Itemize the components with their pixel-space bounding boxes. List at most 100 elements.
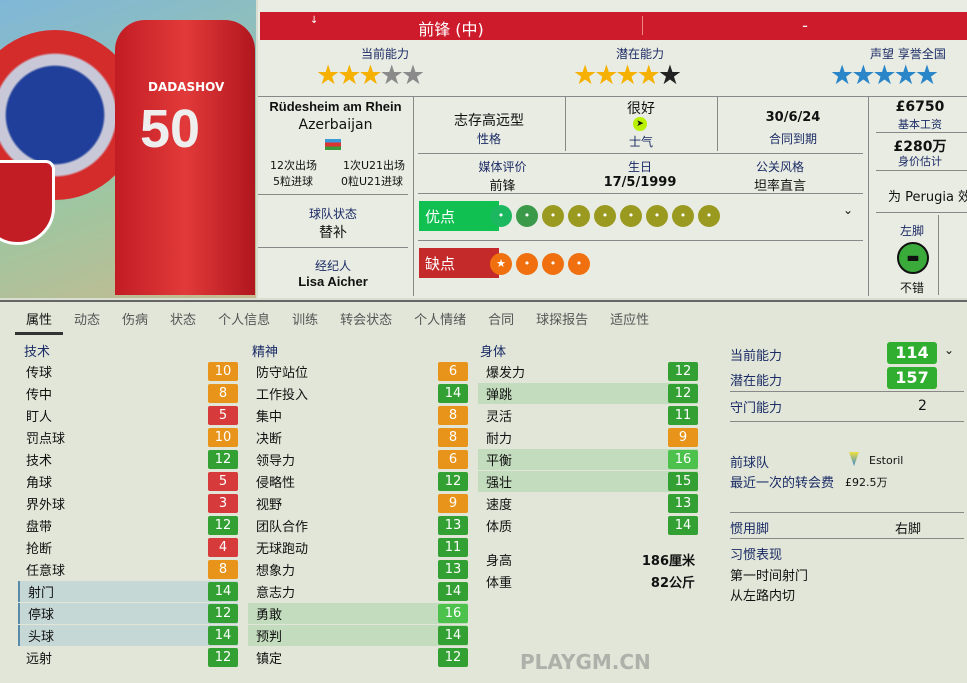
attribute-row[interactable]: 决断 8 <box>248 427 468 448</box>
attribute-row[interactable]: 传中 8 <box>18 383 238 404</box>
pr-style-label: 公关风格 <box>755 160 804 174</box>
attribute-row[interactable]: 强壮 15 <box>478 471 698 492</box>
attribute-value: 6 <box>438 362 468 381</box>
handshake-icon[interactable]: • <box>516 253 538 275</box>
attribute-name: 罚点球 <box>26 432 66 447</box>
attribute-name: 无球跑动 <box>256 542 309 557</box>
agent-name[interactable]: Lisa Aicher <box>298 274 368 289</box>
club-line[interactable]: 为 Perugia 效力 <box>888 190 967 205</box>
weight-label: 体重 <box>486 576 513 591</box>
attribute-row[interactable]: 镇定 12 <box>248 647 468 668</box>
head-icon[interactable]: • <box>542 253 564 275</box>
defence-icon[interactable]: • <box>516 205 538 227</box>
attribute-row[interactable]: 速度 13 <box>478 493 698 514</box>
flask-icon[interactable]: • <box>568 253 590 275</box>
attribute-value: 13 <box>438 516 468 535</box>
arrow-down-icon[interactable]: ↓ <box>310 15 319 26</box>
attribute-row[interactable]: 侵略性 12 <box>248 471 468 492</box>
attribute-row[interactable]: 停球 12 <box>18 603 238 624</box>
attribute-value: 12 <box>438 648 468 667</box>
tab-9[interactable]: 球探报告 <box>536 313 589 328</box>
media-description: 前锋 <box>489 179 516 194</box>
tab-7[interactable]: 个人情绪 <box>414 313 467 328</box>
attribute-value: 4 <box>208 538 238 557</box>
tab-5[interactable]: 训练 <box>292 313 319 328</box>
attribute-value: 8 <box>208 384 238 403</box>
birthday-label: 生日 <box>627 160 652 174</box>
pref-foot: 右脚 <box>895 522 922 537</box>
birthplace: Rüdesheim am Rhein <box>269 99 402 114</box>
attribute-value: 8 <box>438 406 468 425</box>
attribute-row[interactable]: 头球 14 <box>18 625 238 646</box>
link-icon[interactable]: • <box>594 205 616 227</box>
height-label: 身高 <box>486 554 513 569</box>
strengths-icons: • • • • • • • • • <box>490 205 724 227</box>
attribute-row[interactable]: 远射 12 <box>18 647 238 668</box>
flag-icon[interactable]: • <box>620 205 642 227</box>
nationality[interactable]: Azerbaijan <box>298 117 373 133</box>
progress-icon[interactable]: • <box>542 205 564 227</box>
estoril-crest-icon <box>849 452 859 466</box>
gk-value: 2 <box>918 398 927 414</box>
attribute-row[interactable]: 弹跳 12 <box>478 383 698 404</box>
media-label: 媒体评价 <box>478 160 527 174</box>
tab-2[interactable]: 伤病 <box>122 313 149 328</box>
attribute-row[interactable]: 爆发力 12 <box>478 361 698 382</box>
attribute-row[interactable]: 盘带 12 <box>18 515 238 536</box>
attribute-row[interactable]: 勇敢 16 <box>248 603 468 624</box>
attribute-row[interactable]: 盯人 5 <box>18 405 238 426</box>
attribute-row[interactable]: 灵活 11 <box>478 405 698 426</box>
tab-6[interactable]: 转会状态 <box>340 313 393 328</box>
attribute-row[interactable]: 团队合作 13 <box>248 515 468 536</box>
attribute-row[interactable]: 技术 12 <box>18 449 238 470</box>
attribute-row[interactable]: 传球 10 <box>18 361 238 382</box>
attribute-name: 意志力 <box>256 586 296 601</box>
attribute-row[interactable]: 工作投入 14 <box>248 383 468 404</box>
target-icon[interactable]: • <box>672 205 694 227</box>
chevron-down-icon[interactable]: ⌄ <box>843 203 854 217</box>
attribute-row[interactable]: 领导力 6 <box>248 449 468 470</box>
attribute-row[interactable]: 射门 14 <box>18 581 238 602</box>
traits-label: 习惯表现 <box>730 548 783 563</box>
attribute-row[interactable]: 意志力 14 <box>248 581 468 602</box>
shooting-icon[interactable]: • <box>646 205 668 227</box>
tab-0[interactable]: 属性 <box>15 305 64 335</box>
attribute-row[interactable]: 耐力 9 <box>478 427 698 448</box>
tab-3[interactable]: 状态 <box>170 313 197 328</box>
mental-icon[interactable]: • <box>568 205 590 227</box>
attribute-row[interactable]: 想象力 13 <box>248 559 468 580</box>
attribute-row[interactable]: 视野 9 <box>248 493 468 514</box>
tab-4[interactable]: 个人信息 <box>218 313 271 328</box>
attribute-row[interactable]: 预判 14 <box>248 625 468 646</box>
attribute-name: 头球 <box>28 630 55 645</box>
prev-club[interactable]: Estoril <box>869 454 904 467</box>
transfer-fee: £92.5万 <box>845 476 888 489</box>
attribute-row[interactable]: 任意球 8 <box>18 559 238 580</box>
wage-label: 基本工资 <box>898 118 942 131</box>
pitch-icon[interactable]: • <box>698 205 720 227</box>
tab-8[interactable]: 合同 <box>488 313 515 328</box>
attribute-row[interactable]: 抢断 4 <box>18 537 238 558</box>
jersey-number: 50 <box>140 99 201 159</box>
attribute-row[interactable]: 平衡 16 <box>478 449 698 470</box>
star-icon[interactable]: ★ <box>490 253 512 275</box>
attribute-name: 灵活 <box>486 410 513 425</box>
goals: 5粒进球 <box>273 175 313 188</box>
height: 186厘米 <box>641 554 695 569</box>
attribute-row[interactable]: 防守站位 6 <box>248 361 468 382</box>
attribute-row[interactable]: 角球 5 <box>18 471 238 492</box>
tactics-icon[interactable]: • <box>490 205 512 227</box>
tab-10[interactable]: 适应性 <box>610 313 650 328</box>
chevron-down-icon[interactable]: ⌄ <box>944 343 955 357</box>
attribute-row[interactable]: 界外球 3 <box>18 493 238 514</box>
attribute-row[interactable]: 罚点球 10 <box>18 427 238 448</box>
attribute-row[interactable]: 体质 14 <box>478 515 698 536</box>
left-foot-rating: 不错 <box>900 281 925 295</box>
attribute-row[interactable]: 集中 8 <box>248 405 468 426</box>
attribute-row[interactable]: 无球跑动 11 <box>248 537 468 558</box>
azerbaijan-flag-icon <box>325 139 341 150</box>
attribute-name: 角球 <box>26 476 53 491</box>
tab-1[interactable]: 动态 <box>74 313 101 328</box>
attribute-name: 侵略性 <box>256 476 296 491</box>
current-ability-stars: ★★★★★ <box>316 60 425 91</box>
